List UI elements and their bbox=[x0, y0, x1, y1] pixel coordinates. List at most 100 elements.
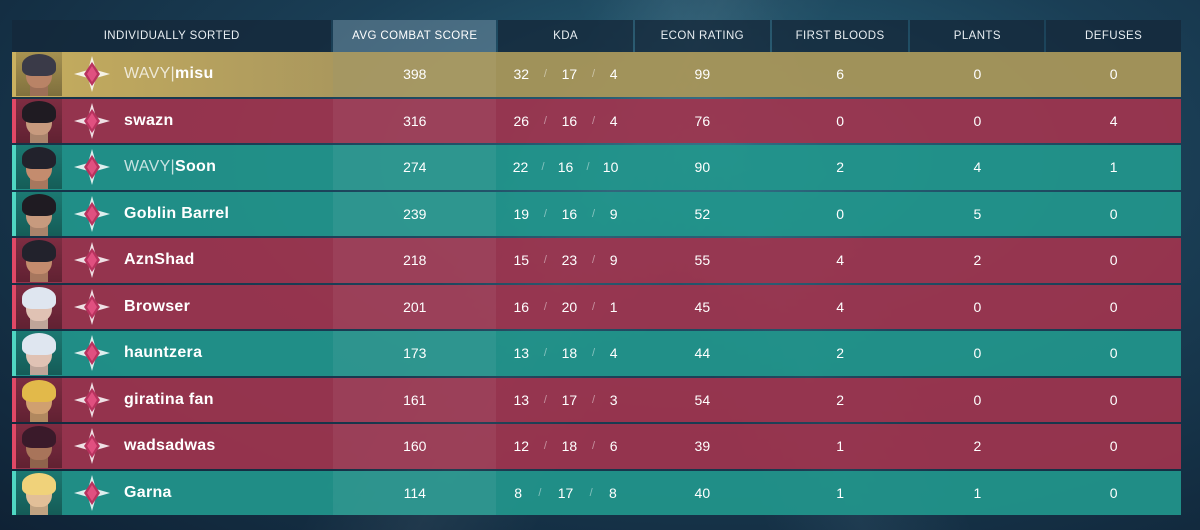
header-econ-rating[interactable]: ECON RATING bbox=[634, 20, 770, 52]
agent-portrait bbox=[16, 145, 62, 190]
kda-separator: / bbox=[591, 440, 595, 453]
acs-value: 239 bbox=[333, 191, 497, 236]
player-handle: hauntzera bbox=[124, 344, 203, 362]
rank-icon bbox=[72, 54, 112, 94]
first-bloods-value: 2 bbox=[836, 345, 844, 362]
defuses-value: 0 bbox=[1109, 391, 1118, 408]
player-row[interactable]: Goblin Barrel 239 19 / 16 / 9 52 0 5 0 bbox=[12, 191, 1181, 237]
kda-separator: / bbox=[543, 393, 547, 406]
econ-value: 52 bbox=[694, 205, 711, 222]
kills-value: 12 bbox=[513, 438, 530, 455]
header-kda[interactable]: KDA bbox=[498, 20, 633, 52]
player-row[interactable]: AznShad 218 15 / 23 / 9 55 4 2 0 bbox=[12, 238, 1181, 283]
first-bloods-value: 1 bbox=[836, 484, 844, 501]
header-defuses[interactable]: DEFUSES bbox=[1046, 20, 1181, 52]
plants-value: 5 bbox=[973, 205, 982, 222]
kda-separator: / bbox=[543, 347, 547, 360]
player-row[interactable]: hauntzera 173 13 / 18 / 4 44 2 0 0 bbox=[12, 331, 1181, 376]
econ-value: 76 bbox=[694, 112, 711, 129]
rank-icon bbox=[72, 240, 112, 280]
kda-separator: / bbox=[543, 254, 547, 267]
assists-value: 10 bbox=[602, 159, 619, 176]
assists-value: 3 bbox=[609, 391, 618, 408]
kills-value: 32 bbox=[513, 66, 530, 83]
kda-separator: / bbox=[586, 161, 590, 174]
player-row[interactable]: WAVY|Soon 274 22 / 16 / 10 90 2 4 1 bbox=[12, 145, 1181, 190]
kda-separator: / bbox=[589, 486, 593, 499]
player-name: WAVY|Soon bbox=[124, 158, 216, 176]
kills-value: 19 bbox=[513, 205, 530, 222]
player-cell: Goblin Barrel bbox=[12, 191, 333, 237]
scoreboard-header: INDIVIDUALLY SORTED AVG COMBAT SCORE KDA… bbox=[12, 20, 1181, 52]
tag-divider: | bbox=[170, 158, 176, 176]
assists-value: 9 bbox=[609, 252, 618, 269]
defuses-value: 4 bbox=[1109, 112, 1118, 129]
plants-value: 0 bbox=[973, 298, 982, 315]
player-cell: swazn bbox=[12, 98, 333, 144]
defuses-value: 0 bbox=[1109, 345, 1118, 362]
first-bloods-value: 0 bbox=[836, 205, 844, 222]
defuses-value: 0 bbox=[1109, 66, 1118, 83]
assists-value: 8 bbox=[608, 484, 617, 501]
defuses-value: 0 bbox=[1109, 298, 1118, 315]
header-plants[interactable]: PLANTS bbox=[910, 20, 1045, 52]
kda-value: 12 / 18 / 6 bbox=[498, 424, 633, 469]
econ-value: 55 bbox=[694, 252, 711, 269]
kda-value: 15 / 23 / 9 bbox=[498, 238, 633, 283]
header-avg-combat-score[interactable]: AVG COMBAT SCORE bbox=[333, 20, 497, 52]
header-first-bloods[interactable]: FIRST BLOODS bbox=[771, 20, 909, 52]
player-handle: AznShad bbox=[124, 251, 195, 269]
kda-separator: / bbox=[591, 347, 595, 360]
player-row[interactable]: giratina fan 161 13 / 17 / 3 54 2 0 0 bbox=[12, 377, 1181, 422]
kda-separator: / bbox=[543, 300, 547, 313]
defuses-value: 0 bbox=[1109, 205, 1118, 222]
agent-portrait bbox=[16, 284, 62, 329]
kda-value: 13 / 18 / 4 bbox=[498, 331, 633, 376]
deaths-value: 16 bbox=[561, 205, 578, 222]
agent-portrait bbox=[16, 238, 62, 283]
player-handle: Browser bbox=[124, 297, 191, 315]
team-tag: WAVY bbox=[124, 158, 171, 176]
kda-separator: / bbox=[591, 300, 595, 313]
player-name: Garna bbox=[124, 484, 172, 502]
first-bloods-value: 2 bbox=[836, 159, 844, 176]
kda-separator: / bbox=[543, 114, 547, 127]
acs-value: 316 bbox=[333, 98, 497, 143]
kda-value: 26 / 16 / 4 bbox=[498, 99, 633, 144]
agent-portrait bbox=[16, 98, 62, 143]
player-name: WAVY|misu bbox=[124, 65, 214, 83]
agent-portrait bbox=[16, 424, 62, 469]
rank-icon bbox=[72, 147, 112, 187]
plants-value: 2 bbox=[973, 438, 982, 455]
player-row[interactable]: Garna 114 8 / 17 / 8 40 1 1 0 bbox=[12, 470, 1181, 515]
acs-value: 114 bbox=[333, 470, 497, 515]
player-cell: Browser bbox=[12, 284, 333, 330]
defuses-value: 1 bbox=[1109, 159, 1118, 176]
player-name: AznShad bbox=[124, 251, 195, 269]
kills-value: 13 bbox=[513, 391, 530, 408]
player-row[interactable]: swazn 316 26 / 16 / 4 76 0 0 4 bbox=[12, 98, 1181, 144]
kills-value: 8 bbox=[514, 484, 523, 501]
kda-separator: / bbox=[591, 393, 595, 406]
assists-value: 4 bbox=[609, 112, 618, 129]
player-handle: Garna bbox=[124, 483, 172, 501]
kills-value: 13 bbox=[513, 345, 530, 362]
player-row[interactable]: wadsadwas 160 12 / 18 / 6 39 1 2 0 bbox=[12, 424, 1181, 469]
agent-portrait bbox=[16, 191, 62, 236]
player-name: wadsadwas bbox=[124, 437, 216, 455]
player-row[interactable]: Browser 201 16 / 20 / 1 45 4 0 0 bbox=[12, 284, 1181, 330]
kills-value: 26 bbox=[513, 112, 530, 129]
player-row[interactable]: WAVY|misu 398 32 / 17 / 4 99 6 0 0 bbox=[12, 52, 1181, 97]
econ-value: 54 bbox=[694, 391, 711, 408]
deaths-value: 17 bbox=[561, 391, 578, 408]
rank-icon bbox=[72, 194, 112, 234]
rank-icon bbox=[72, 333, 112, 373]
deaths-value: 18 bbox=[561, 345, 578, 362]
acs-value: 161 bbox=[333, 377, 497, 422]
deaths-value: 17 bbox=[557, 484, 574, 501]
first-bloods-value: 0 bbox=[836, 112, 844, 129]
header-sort-mode[interactable]: INDIVIDUALLY SORTED bbox=[12, 20, 332, 52]
econ-value: 44 bbox=[694, 345, 711, 362]
agent-portrait bbox=[16, 470, 62, 515]
plants-value: 1 bbox=[973, 484, 982, 501]
